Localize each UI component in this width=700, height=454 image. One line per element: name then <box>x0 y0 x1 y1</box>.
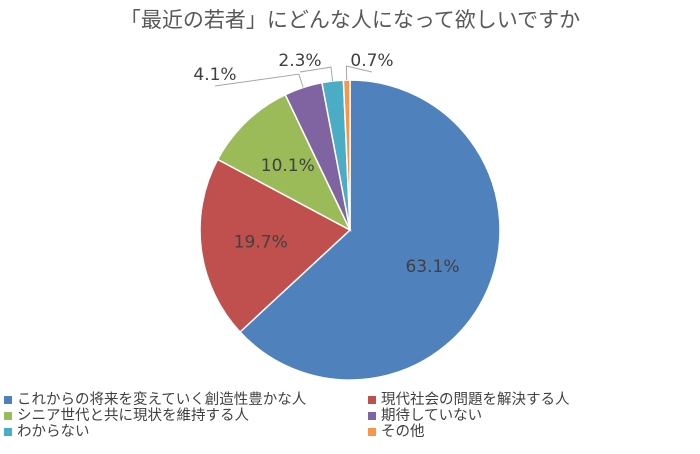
leader-line <box>214 73 304 88</box>
legend-item: 期待していない <box>368 408 696 424</box>
legend-label: 現代社会の問題を解決する人 <box>381 392 570 408</box>
pie-slice <box>216 93 352 232</box>
legend-label: その他 <box>381 424 425 440</box>
slice-data-label: 2.3% <box>278 51 321 71</box>
leader-line <box>345 65 373 81</box>
leader-line <box>299 66 334 82</box>
legend-swatch <box>368 396 376 404</box>
legend-swatch <box>4 428 12 436</box>
slice-data-label: 63.1% <box>405 257 459 277</box>
legend-item: これからの将来を変えていく創造性豊かな人 <box>4 392 368 408</box>
legend-swatch <box>368 412 376 420</box>
pie-slice <box>342 79 351 231</box>
legend-item: わからない <box>4 424 368 440</box>
legend-item: その他 <box>368 424 696 440</box>
chart-legend: これからの将来を変えていく創造性豊かな人 現代社会の問題を解決する人シニア世代と共… <box>4 392 696 440</box>
legend-swatch <box>368 428 376 436</box>
legend-swatch <box>4 396 12 404</box>
legend-label: シニア世代と共に現状を維持する人 <box>17 408 249 424</box>
legend-label: わからない <box>17 424 90 440</box>
slice-data-label: 0.7% <box>350 51 393 71</box>
slice-data-label: 10.1% <box>261 156 315 176</box>
slice-data-label: 19.7% <box>234 233 288 253</box>
pie-slice <box>199 158 352 334</box>
pie-slice <box>238 79 501 381</box>
legend-item: 現代社会の問題を解決する人 <box>368 392 696 408</box>
legend-label: 期待していない <box>381 408 483 424</box>
legend-item: シニア世代と共に現状を維持する人 <box>4 408 368 424</box>
slice-data-label: 4.1% <box>193 65 236 85</box>
chart-title: 「最近の若者」にどんな人になって欲しいですか <box>119 8 581 32</box>
legend-label: これからの将来を変えていく創造性豊かな人 <box>17 392 307 408</box>
legend-swatch <box>4 412 12 420</box>
